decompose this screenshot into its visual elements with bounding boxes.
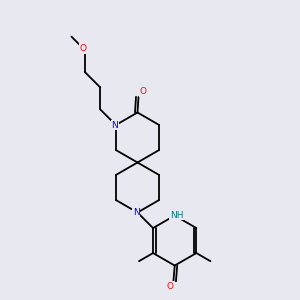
Text: O: O [140,87,147,96]
Text: O: O [80,44,87,53]
Text: N: N [111,121,118,130]
Text: NH: NH [170,211,184,220]
Text: N: N [133,208,140,217]
Text: O: O [166,282,173,291]
